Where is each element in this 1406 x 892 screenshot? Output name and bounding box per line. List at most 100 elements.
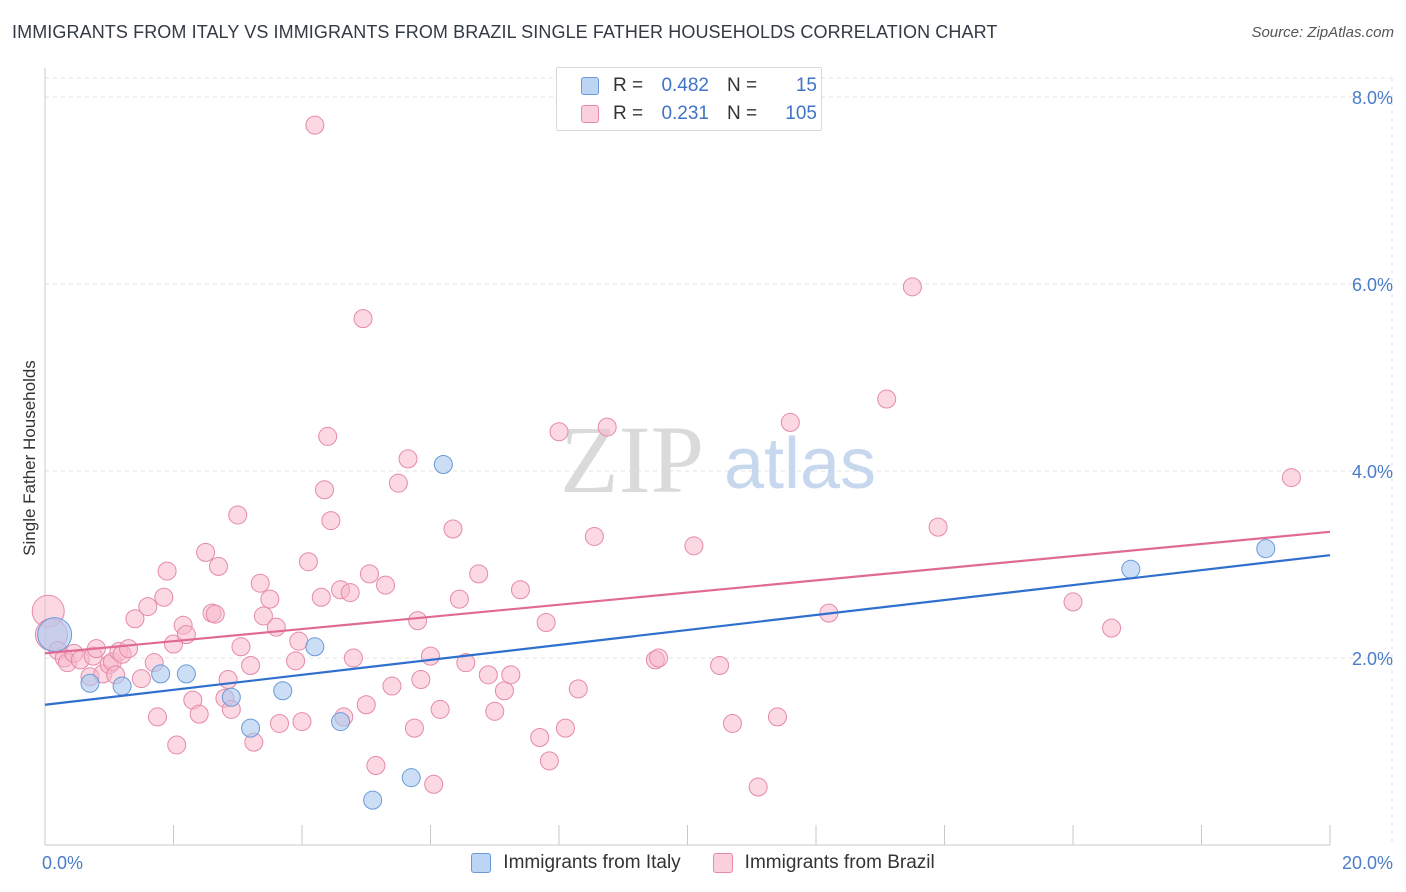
- brazil-point: [196, 542, 216, 562]
- legend-row-italy: R = 0.482 N = 15: [581, 73, 817, 99]
- brazil-point: [353, 309, 373, 329]
- brazil-point: [253, 606, 273, 626]
- y-tick-label: 4.0%: [1352, 462, 1393, 482]
- italy-point: [433, 454, 453, 474]
- brazil-point: [469, 564, 489, 584]
- brazil-point: [684, 536, 704, 556]
- legend-item-brazil[interactable]: Immigrants from Brazil: [712, 852, 935, 874]
- brazil-point: [340, 583, 360, 603]
- trend-lines: [44, 530, 1331, 706]
- brazil-point: [318, 426, 338, 446]
- brazil-point: [231, 637, 251, 657]
- brazil-point: [289, 631, 309, 651]
- legend-swatch-brazil: [712, 853, 733, 873]
- y-tick-label: 8.0%: [1352, 88, 1393, 108]
- italy-point: [331, 712, 351, 732]
- watermark-zip: ZIP: [560, 406, 704, 513]
- brazil-point: [270, 713, 290, 733]
- series-legend: Immigrants from Italy Immigrants from Br…: [0, 852, 1406, 874]
- brazil-point: [501, 665, 521, 685]
- brazil-point: [125, 609, 145, 629]
- italy-point: [401, 768, 421, 788]
- brazil-point: [456, 653, 476, 673]
- brazil-point: [536, 612, 556, 632]
- brazil-point: [928, 517, 948, 537]
- brazil-point: [398, 449, 418, 469]
- brazil-point: [314, 480, 334, 500]
- brazil-point: [421, 646, 440, 666]
- y-tick-label: 2.0%: [1352, 649, 1393, 669]
- legend-row-brazil: R = 0.231 N = 105: [581, 101, 817, 127]
- brazil-point: [388, 473, 408, 493]
- source-label: Source: ZipAtlas.com: [1251, 24, 1394, 41]
- italy-point: [176, 664, 196, 684]
- brazil-point: [549, 422, 569, 442]
- brazil-point: [710, 655, 730, 675]
- brazil-point: [877, 389, 897, 409]
- x-tick-label: 0.0%: [42, 853, 83, 873]
- brazil-point: [443, 519, 463, 539]
- y-tick-label: 6.0%: [1352, 275, 1393, 295]
- brazil-point: [343, 648, 363, 668]
- brazil-point: [167, 735, 187, 755]
- legend-label-italy: Immigrants from Italy: [503, 852, 681, 873]
- italy-point: [273, 681, 293, 701]
- legend-r-label: R =: [613, 103, 644, 124]
- brazil-point: [568, 679, 588, 699]
- brazil-point: [292, 712, 312, 732]
- legend-swatch-italy: [471, 853, 492, 873]
- brazil-point: [218, 670, 238, 690]
- brazil-point: [485, 701, 505, 721]
- brazil-point: [1063, 592, 1083, 612]
- legend-item-italy[interactable]: Immigrants from Italy: [471, 852, 681, 874]
- brazil-point: [478, 665, 498, 685]
- brazil-point: [430, 699, 450, 719]
- brazil-point: [208, 556, 228, 576]
- chart-title: IMMIGRANTS FROM ITALY VS IMMIGRANTS FROM…: [12, 22, 998, 42]
- brazil-point: [510, 580, 530, 600]
- italy-point: [1256, 539, 1276, 559]
- brazil-point: [555, 718, 575, 738]
- brazil-point: [584, 526, 604, 546]
- brazil-point: [298, 552, 318, 572]
- brazil-point: [404, 718, 424, 738]
- brazil-point: [359, 564, 379, 584]
- brazil-point: [408, 611, 428, 631]
- brazil-point: [321, 511, 341, 531]
- brazil-point: [157, 561, 177, 581]
- brazil-point: [250, 573, 270, 593]
- brazil-trend-line: [44, 530, 1331, 655]
- legend-r-value: 0.482: [661, 75, 709, 96]
- brazil-point: [228, 505, 248, 525]
- legend-n-value: 105: [785, 103, 817, 124]
- axes: [44, 68, 1331, 846]
- brazil-point: [767, 707, 787, 727]
- italy-point: [37, 617, 73, 653]
- brazil-point: [411, 670, 431, 690]
- legend-swatch-italy: [581, 77, 599, 95]
- italy-point: [151, 664, 171, 684]
- brazil-point: [376, 575, 396, 595]
- brazil-point: [147, 707, 167, 727]
- legend-swatch-brazil: [581, 105, 599, 123]
- brazil-point: [382, 676, 402, 696]
- brazil-point: [1102, 618, 1122, 638]
- legend-n-label: N =: [727, 103, 758, 124]
- brazil-point: [205, 604, 225, 624]
- legend-label-brazil: Immigrants from Brazil: [744, 852, 935, 873]
- brazil-point: [131, 669, 151, 689]
- brazil-point: [902, 277, 922, 297]
- brazil-point: [748, 777, 768, 797]
- brazil-point: [119, 639, 139, 659]
- brazil-point: [722, 713, 742, 733]
- brazil-point: [356, 695, 376, 715]
- brazil-point: [241, 655, 261, 675]
- brazil-point: [539, 751, 559, 771]
- brazil-point: [780, 412, 800, 432]
- brazil-point: [260, 589, 280, 609]
- brazil-point: [424, 774, 444, 794]
- brazil-point: [305, 115, 325, 135]
- italy-point: [363, 790, 383, 810]
- brazil-point: [154, 587, 174, 607]
- legend-r-value: 0.231: [661, 103, 709, 124]
